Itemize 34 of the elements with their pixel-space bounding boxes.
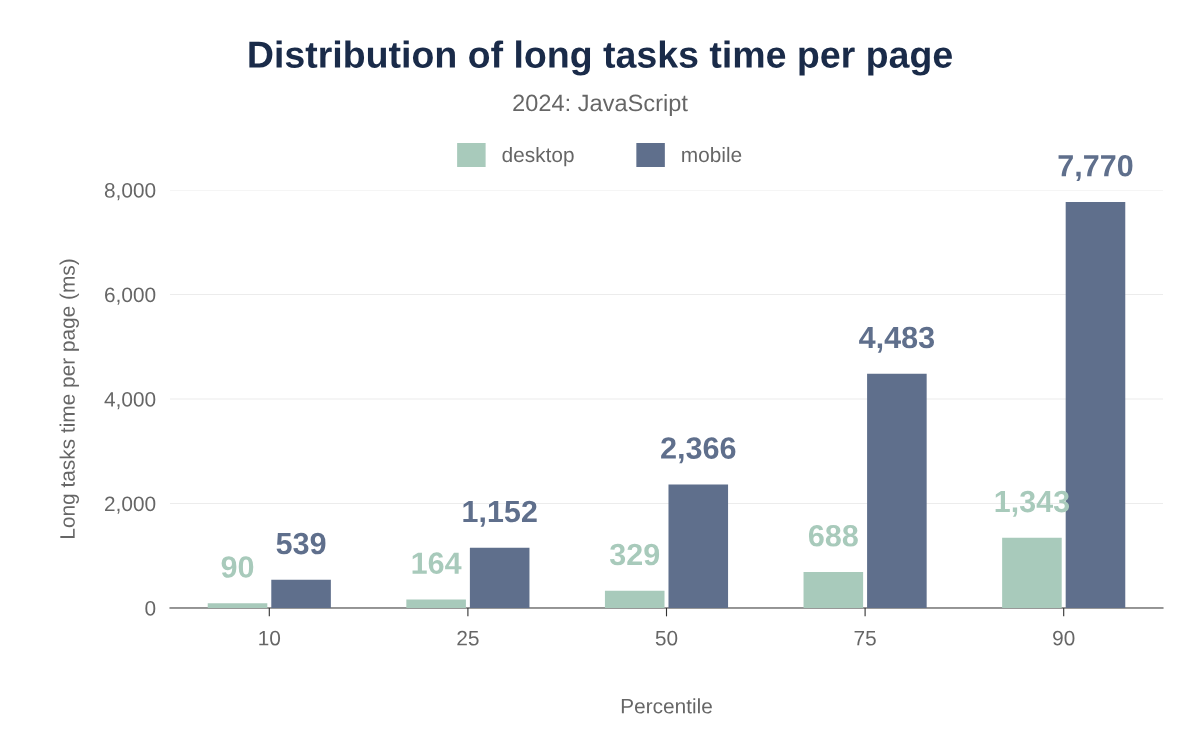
bar (867, 373, 927, 608)
x-tick-label: 25 (457, 630, 479, 646)
chart-subtitle: 2024: JavaScript (513, 94, 688, 117)
bar (1002, 537, 1062, 608)
x-axis-title: Percentile (621, 698, 712, 714)
bar (668, 484, 729, 608)
y-tick-label: 4,000 (104, 392, 156, 410)
y-axis-title: Long tasks time per page (ms) (59, 259, 79, 538)
data-label: 1,152 (463, 500, 537, 527)
data-label: 688 (808, 524, 858, 547)
y-tick-label: 0 (145, 601, 156, 616)
bar (604, 590, 665, 608)
data-label: 164 (412, 552, 462, 574)
chart-title: Distribution of long tasks time per page (249, 40, 952, 76)
data-label: 539 (276, 532, 326, 555)
bar (803, 572, 864, 608)
bar (207, 603, 268, 608)
y-tick-label: 8,000 (104, 183, 156, 201)
x-tick-label: 10 (259, 630, 281, 646)
bar (406, 599, 466, 608)
x-tick-label: 90 (1053, 630, 1075, 646)
legend-label: desktop (502, 146, 574, 167)
data-label: 329 (609, 543, 660, 566)
data-label: 4,483 (859, 326, 935, 353)
x-tick-label: 50 (655, 630, 678, 646)
legend-label: mobile (682, 146, 742, 163)
data-label: 7,770 (1058, 154, 1133, 181)
data-label: 90 (221, 556, 254, 578)
y-tick-label: 2,000 (105, 496, 156, 514)
y-tick-label: 6,000 (105, 287, 156, 305)
bar (469, 547, 530, 608)
x-tick-label: 75 (854, 630, 876, 646)
data-label: 2,366 (661, 437, 736, 464)
bar (271, 579, 331, 608)
